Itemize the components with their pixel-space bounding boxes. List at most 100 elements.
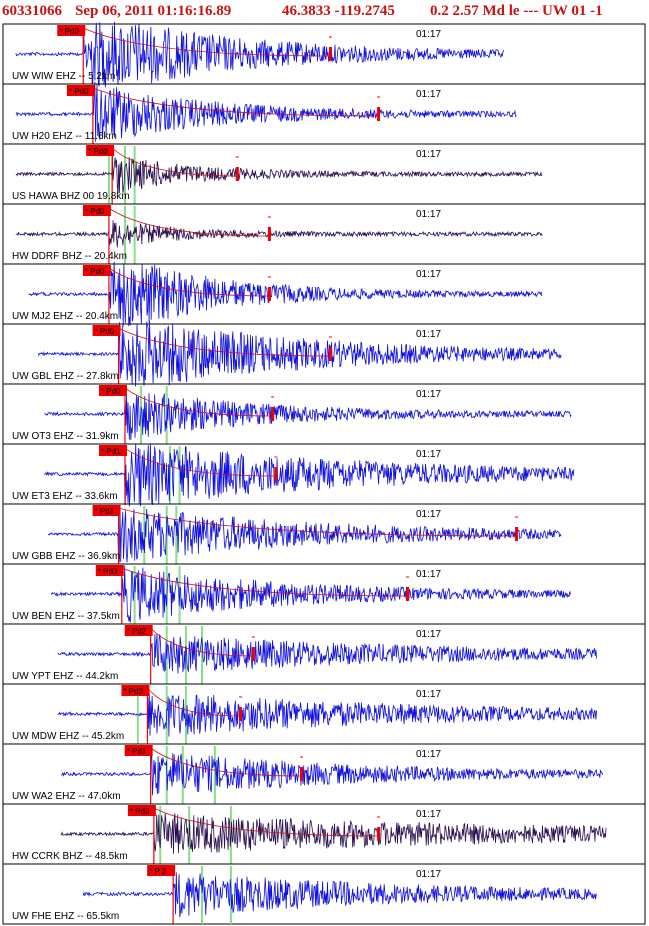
waveform xyxy=(82,872,597,918)
time-mark: 01:17 xyxy=(416,449,441,460)
station-label: UW MDW EHZ -- 45.2km xyxy=(12,731,124,742)
waveform xyxy=(44,443,575,507)
waveform xyxy=(60,753,603,796)
p-pick-flag xyxy=(127,805,156,816)
coda-fit-curve xyxy=(118,507,517,537)
coda-fit-curve xyxy=(147,687,241,717)
p-pick-label: * Pd0 xyxy=(69,87,89,96)
coda-pick-marker xyxy=(377,107,381,121)
p-pick-flag xyxy=(86,145,115,156)
coda-pick-marker xyxy=(328,347,332,361)
coda-fit-curve xyxy=(121,567,408,597)
coda-pick-marker xyxy=(405,587,409,601)
waveform xyxy=(57,633,597,674)
p-pick-flag xyxy=(66,85,95,96)
p-pick-label: * Pd0 xyxy=(85,207,105,216)
p-pick-flag xyxy=(98,385,127,396)
time-mark: 01:17 xyxy=(416,809,441,820)
p-pick-flag xyxy=(147,865,176,876)
time-mark: 01:17 xyxy=(416,329,441,340)
time-mark: 01:17 xyxy=(416,629,441,640)
waveform xyxy=(37,320,562,387)
station-label: HW CCRK BHZ -- 48.5km xyxy=(12,851,128,862)
waveform xyxy=(15,81,517,142)
coda-fit-curve xyxy=(111,147,238,177)
station-label: UW H20 EHZ -- 11.6km xyxy=(12,131,117,142)
station-label: UW GBL EHZ -- 27.8km xyxy=(12,371,119,382)
event-magnitude: 0.2 2.57 Md le --- UW 01 -1 xyxy=(430,3,603,19)
waveform xyxy=(60,813,607,854)
coda-fit-curve xyxy=(124,447,276,477)
p-pick-label: * Pd1 xyxy=(127,747,147,756)
waveform xyxy=(15,155,543,194)
p-pick-label: * Pd3 xyxy=(123,687,143,696)
p-pick-label: * Pd0 xyxy=(59,27,79,36)
p-pick-label: * Pd3 xyxy=(98,567,118,576)
coda-pick-marker xyxy=(328,47,332,61)
waveform xyxy=(50,565,571,623)
time-mark: 01:17 xyxy=(416,89,441,100)
coda-fit-curve xyxy=(108,207,270,237)
p-pick-label: * Pd0 xyxy=(85,267,105,276)
coda-fit-curve xyxy=(92,87,379,117)
p-pick-flag xyxy=(92,325,121,336)
coda-pick-marker xyxy=(515,527,519,541)
time-mark: 01:17 xyxy=(416,509,441,520)
time-mark: 01:17 xyxy=(416,689,441,700)
p-pick-flag xyxy=(124,625,153,636)
coda-pick-marker xyxy=(267,227,271,241)
p-pick-flag xyxy=(92,505,121,516)
p-pick-label: * Pd1 xyxy=(101,447,121,456)
station-label: HW DDRF BHZ -- 20.4km xyxy=(12,251,127,262)
p-pick-label: * Pd0 xyxy=(95,327,115,336)
p-pick-label: * Pd0 xyxy=(88,147,108,156)
station-label: UW FHE EHZ -- 65.5km xyxy=(12,911,119,922)
coda-fit-curve xyxy=(150,627,254,657)
p-pick-label: * Pd2 xyxy=(127,627,147,636)
coda-fit-curve xyxy=(83,27,331,57)
station-label: UW WIW EHZ -- 5.2km xyxy=(12,71,115,82)
waveform xyxy=(28,261,543,327)
event-header: 60331066 Sep 06, 2011 01:16:16.89 46.383… xyxy=(0,0,649,24)
coda-pick-marker xyxy=(267,287,271,301)
station-label: UW OT3 EHZ -- 31.9km xyxy=(12,431,119,442)
time-mark: 01:17 xyxy=(416,869,441,880)
waveform xyxy=(15,21,505,88)
time-mark: 01:17 xyxy=(416,389,441,400)
time-mark: 01:17 xyxy=(416,29,441,40)
coda-pick-marker xyxy=(251,647,255,661)
time-mark: 01:17 xyxy=(416,569,441,580)
waveform xyxy=(47,505,562,563)
coda-fit-curve xyxy=(124,387,273,417)
trace-panel xyxy=(2,863,646,925)
p-pick-flag xyxy=(82,205,111,216)
p-pick-label: * Pd2 xyxy=(130,807,150,816)
waveform xyxy=(44,393,572,441)
station-label: UW BEN EHZ -- 37.5km xyxy=(12,611,120,622)
event-id: 60331066 xyxy=(2,3,62,19)
coda-fit-curve xyxy=(150,747,302,777)
p-pick-flag xyxy=(95,565,124,576)
station-label: UW WA2 EHZ -- 47.0km xyxy=(12,791,121,802)
coda-fit-curve xyxy=(118,327,331,357)
coda-fit-curve xyxy=(108,267,270,297)
coda-pick-marker xyxy=(300,767,304,781)
event-datetime: Sep 06, 2011 01:16:16.89 xyxy=(75,3,232,19)
station-label: US HAWA BHZ 00 19.8km xyxy=(12,191,130,202)
time-mark: 01:17 xyxy=(416,269,441,280)
p-pick-flag xyxy=(124,745,153,756)
coda-pick-marker xyxy=(235,167,239,181)
coda-fit-curve xyxy=(153,807,379,837)
time-mark: 01:17 xyxy=(416,209,441,220)
waveform xyxy=(15,220,543,248)
p-pick-flag xyxy=(121,685,150,696)
p-pick-label: * P 2 xyxy=(149,867,167,876)
p-pick-flag xyxy=(57,25,86,36)
time-mark: 01:17 xyxy=(416,149,441,160)
station-label: UW ET3 EHZ -- 33.6km xyxy=(12,491,118,502)
time-mark: 01:17 xyxy=(416,749,441,760)
coda-pick-marker xyxy=(377,827,381,841)
p-pick-flag xyxy=(98,445,127,456)
coda-pick-marker xyxy=(239,707,243,721)
